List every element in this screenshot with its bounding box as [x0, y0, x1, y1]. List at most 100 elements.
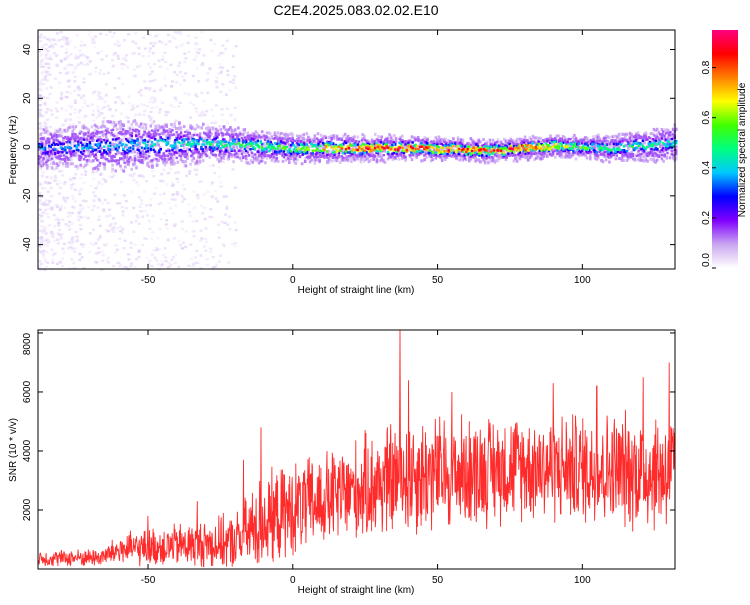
spectrogram-noise-cell — [38, 181, 42, 184]
spectrogram-noise-cell — [147, 88, 151, 92]
spectrogram-halo-cell — [229, 146, 232, 150]
spectrogram-ridge-cell — [110, 132, 113, 135]
spectrogram-halo-cell — [660, 128, 664, 132]
spectrogram-halo-cell — [184, 164, 188, 168]
spectrogram-noise-cell — [78, 223, 82, 226]
spectrogram-noise-cell — [195, 51, 199, 54]
spectrogram-noise-cell — [124, 265, 128, 269]
spectrogram-ridge-cell — [278, 136, 281, 140]
spectrogram-noise-cell — [192, 190, 196, 193]
spectrogram-halo-cell — [85, 127, 89, 131]
spectrogram-noise-cell — [59, 261, 62, 264]
spectrogram-halo-cell — [130, 167, 133, 171]
spectrogram-ridge-cell — [227, 133, 231, 136]
spectrogram-ridge-cell — [340, 155, 343, 158]
spectrogram-noise-cell — [129, 253, 132, 256]
spectrogram-noise-cell — [39, 202, 43, 206]
spectrogram-noise-cell — [124, 115, 128, 118]
spectrogram-halo-cell — [604, 158, 608, 162]
spectrogram-noise-cell — [40, 128, 44, 131]
spectrogram-noise-cell — [96, 206, 100, 209]
spectrogram-ridge-cell — [179, 131, 183, 134]
spectrogram-halo-cell — [616, 135, 619, 139]
spectrogram-ridge-cell — [352, 152, 355, 156]
spectrogram-halo-cell — [200, 155, 203, 159]
spectrogram-ridge-cell — [508, 154, 511, 157]
spectrogram-halo-cell — [302, 133, 305, 137]
spectrogram-ridge-cell — [546, 140, 549, 143]
spectrogram-noise-cell — [59, 94, 63, 97]
spectrogram-ridge-cell — [265, 136, 268, 139]
spectrogram-ridge-cell — [223, 150, 226, 153]
spectrogram-halo-cell — [214, 145, 218, 149]
spectrogram-noise-cell — [158, 65, 162, 68]
spectrogram-noise-cell — [162, 253, 165, 257]
spectrogram-halo-cell — [568, 155, 571, 159]
spectrogram-noise-cell — [214, 104, 218, 107]
spectrogram-noise-cell — [79, 228, 83, 231]
spectrogram-ridge-cell — [508, 140, 511, 143]
spectrogram-halo-cell — [267, 136, 270, 140]
spectrogram-halo-cell — [592, 135, 595, 139]
spectrogram-halo-cell — [423, 158, 426, 162]
spectrogram-halo-cell — [571, 136, 575, 140]
spectrogram-noise-cell — [97, 114, 101, 117]
spectrogram-ridge-cell — [243, 136, 246, 139]
spectrogram-halo-cell — [175, 126, 178, 130]
spectrogram-noise-cell — [88, 232, 92, 235]
spectrogram-ridge-cell — [95, 132, 99, 135]
spectrogram-ridge-cell — [660, 148, 663, 152]
spectrogram-noise-cell — [101, 158, 105, 161]
spectrogram-halo-cell — [216, 129, 219, 133]
spectrogram-halo-cell — [216, 148, 219, 152]
spectrogram-halo-cell — [468, 141, 471, 145]
spectrogram-halo-cell — [270, 158, 274, 162]
spectrogram-ridge-cell — [67, 157, 70, 160]
spectrogram-noise-cell — [42, 65, 46, 68]
spectrogram-noise-cell — [48, 57, 52, 60]
spectrogram-halo-cell — [512, 149, 516, 153]
spectrogram-noise-cell — [43, 260, 47, 263]
spectrogram-halo-cell — [296, 158, 299, 162]
spectrogram-noise-cell — [225, 207, 229, 210]
spectrogram-ridge-cell — [331, 142, 335, 146]
spectrogram-halo-cell — [359, 157, 363, 161]
spectrogram-ridge-cell — [622, 150, 626, 154]
spectrogram-halo-cell — [68, 158, 71, 162]
spectrogram-noise-cell — [148, 100, 152, 104]
spectrogram-noise-cell — [38, 244, 41, 247]
spectrogram-ridge-cell — [580, 142, 584, 145]
spectrogram-ridge-cell — [140, 159, 144, 162]
spectrogram-noise-cell — [40, 215, 44, 218]
spectrogram-halo-cell — [190, 133, 194, 137]
spectrogram-ridge-cell — [583, 143, 587, 146]
spectrogram-noise-cell — [129, 264, 133, 268]
spectrogram-noise-cell — [38, 259, 42, 263]
spectrogram-halo-cell — [595, 134, 598, 138]
spectrogram-noise-cell — [223, 221, 227, 225]
spectrogram-ridge-cell — [268, 154, 271, 158]
spectrogram-ridge-cell — [376, 152, 380, 155]
spectrogram-halo-cell — [130, 150, 133, 154]
spectrogram-noise-cell — [122, 194, 126, 197]
spectrogram-halo-cell — [627, 152, 630, 155]
spectrogram-halo-cell — [378, 159, 382, 163]
spectrogram-halo-cell — [170, 155, 173, 159]
spectrogram-ridge-cell — [653, 139, 656, 142]
spectrogram-ridge-cell — [233, 149, 236, 152]
spectrogram-ridge-cell — [205, 134, 209, 137]
spectrogram-noise-cell — [59, 207, 63, 210]
spectrogram-noise-cell — [151, 79, 154, 83]
spectrogram-halo-cell — [483, 158, 487, 162]
spectrogram-halo-cell — [514, 139, 517, 143]
spectrogram-noise-cell — [173, 37, 177, 40]
spectrogram-noise-cell — [163, 77, 167, 80]
spectrogram-halo-cell — [46, 157, 49, 161]
spectrogram-noise-cell — [112, 217, 115, 220]
spectrogram-halo-cell — [477, 139, 481, 143]
spectrogram-ridge-cell — [205, 154, 209, 157]
spectrogram-ridge-cell — [56, 151, 60, 155]
spectrogram-ridge-cell — [91, 131, 94, 135]
spectrogram-noise-cell — [98, 72, 102, 75]
spectrogram-ridge-cell — [418, 152, 422, 155]
